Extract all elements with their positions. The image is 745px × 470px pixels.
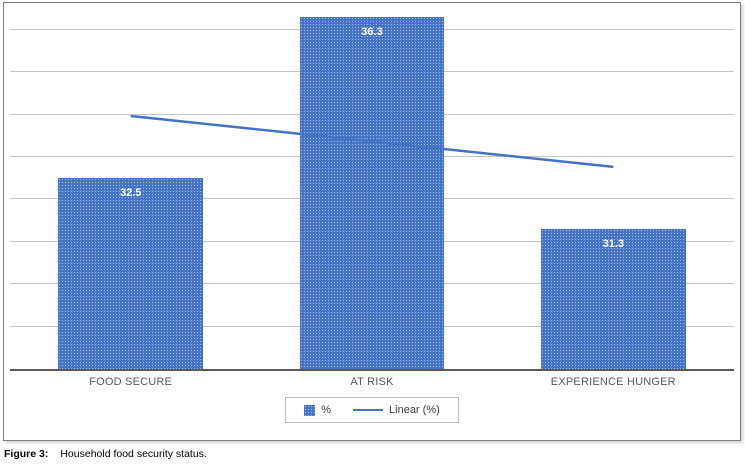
data-label: 36.3: [361, 26, 383, 39]
legend-label: Linear (%): [389, 404, 440, 416]
category-label: EXPERIENCE HUNGER: [550, 376, 676, 388]
legend-item: Linear (%): [353, 404, 440, 416]
legend-bar-marker-icon: [304, 404, 316, 416]
chart-legend: % Linear (%): [285, 397, 459, 423]
legend-line-marker-icon: [353, 409, 384, 411]
data-label: 32.5: [119, 187, 142, 200]
category-axis: FOOD SECURE AT RISK EXPERIENCE HUNGER: [10, 376, 734, 388]
bar-experience-hunger: 31.3: [540, 229, 686, 369]
bar-at-risk: 36.3: [299, 17, 445, 369]
bar-food-secure: 32.5: [58, 178, 204, 369]
plot-area: 32.5 36.3 31.3: [10, 13, 734, 371]
figure-caption-label: Figure 3:: [4, 448, 49, 460]
legend-item: %: [304, 404, 331, 416]
category-label: FOOD SECURE: [89, 376, 173, 388]
data-label: 31.3: [602, 238, 625, 251]
figure-caption: Figure 3: Household food security status.: [4, 448, 207, 460]
legend-label: %: [321, 404, 332, 416]
category-label: AT RISK: [350, 376, 394, 388]
chart-area: 32.5 36.3 31.3 FOOD SECURE AT RISK EXPERIENC…: [3, 2, 741, 441]
trendline-linear: [10, 13, 734, 369]
legend-wrapper: % Linear (%): [4, 397, 740, 423]
figure-caption-text: Household food security status.: [60, 448, 207, 460]
